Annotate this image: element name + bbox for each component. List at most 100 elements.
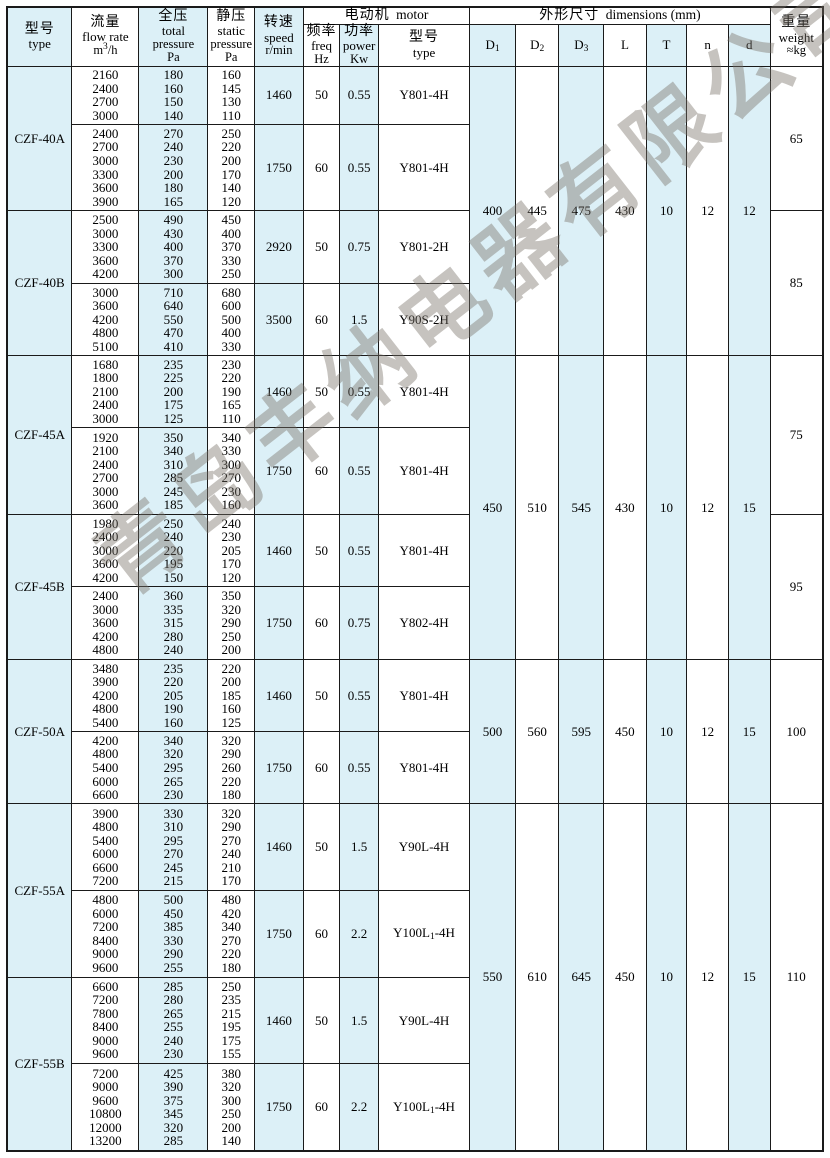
dimension-l: 430: [603, 355, 647, 660]
header-row-1: 型号 type 流量 flow rate m3/h 全压 total press…: [6, 6, 824, 67]
header-freq: 频率 freq Hz: [302, 23, 341, 67]
header-flow-rate-en: flow rate: [82, 29, 129, 45]
dimension-n: 12: [686, 658, 729, 805]
header-total-pressure-unit: Pa: [167, 49, 180, 64]
dimension-l: 430: [603, 65, 647, 357]
header-t: T: [645, 23, 688, 67]
dimension-d2: 560: [514, 658, 560, 805]
freq-value: 60: [302, 282, 341, 357]
power-value: 0.55: [339, 355, 379, 429]
header-weight-unit: ≈kg: [786, 43, 806, 58]
dimension-d1: 500: [469, 658, 516, 805]
spec-row: CZF-45A 1680 1800 2100 2400 3000 235 225 2…: [6, 355, 824, 660]
spec-row: CZF-55A 3900 4800 5400 6000 6600 7200 330 …: [6, 803, 824, 1152]
header-dimensions-group-cn: 外形尺寸: [539, 8, 600, 23]
model-name: CZF-40B: [6, 210, 73, 357]
spec-row: CZF-55B 6600 7200 7800 8400 9000 9600 285 …: [6, 976, 823, 1152]
speed-value: 1750: [254, 586, 304, 660]
flow-rate-values: 1920 2100 2400 2700 3000 3600: [71, 427, 140, 515]
weight-value: 65: [769, 65, 824, 212]
header-motor-type: 型号 type: [377, 23, 471, 67]
flow-rate-values: 7200 9000 9600 10800 12000 13200: [71, 1063, 140, 1152]
flow-rate-values: 2400 3000 3600 4200 4800: [71, 586, 140, 660]
header-static-pressure-unit: Pa: [224, 49, 238, 64]
power-value: 0.55: [339, 65, 379, 125]
motor-type-value: Y801-4H: [377, 731, 471, 805]
dimension-d1: 550: [469, 803, 516, 1152]
dimension-d3: 545: [558, 355, 605, 660]
header-d: d: [727, 23, 771, 67]
dimension-d2: 445: [514, 65, 560, 357]
flow-rate-values: 3900 4800 5400 6000 6600 7200: [71, 803, 140, 892]
dimension-d3: 645: [558, 803, 605, 1152]
header-static-pressure-en2: pressure: [210, 36, 253, 51]
speed-value: 1460: [254, 976, 304, 1065]
total-pressure-values: 490 430 400 370 300: [138, 210, 209, 284]
freq-value: 50: [302, 803, 341, 892]
total-pressure-values: 285 280 265 255 240 230: [138, 976, 209, 1065]
header-power-cn: 功率: [344, 23, 375, 39]
header-freq-unit: Hz: [314, 51, 329, 66]
weight-value: 95: [769, 514, 824, 660]
motor-type-value: Y801-4H: [377, 658, 471, 733]
freq-value: 50: [302, 513, 341, 588]
header-total-pressure-en2: pressure: [152, 36, 195, 51]
static-pressure-values: 450 400 370 330 250: [207, 210, 256, 284]
dimension-t: 10: [645, 355, 688, 660]
spec-row: 2400 2700 3000 3300 3600 3900 270 240 230…: [7, 123, 823, 212]
model-name: CZF-55B: [6, 976, 73, 1152]
flow-rate-values: 2400 2700 3000 3300 3600 3900: [71, 123, 140, 212]
freq-value: 60: [302, 890, 341, 978]
dimension-t: 10: [645, 658, 688, 805]
dimension-d2: 510: [514, 355, 560, 660]
static-pressure-values: 220 200 185 160 125: [207, 658, 256, 733]
speed-value: 1750: [254, 731, 304, 805]
header-d1: D1: [469, 23, 516, 67]
static-pressure-values: 340 330 300 270 230 160: [207, 427, 256, 515]
header-freq-en: freq: [311, 38, 333, 54]
speed-value: 1460: [254, 65, 304, 125]
model-name: CZF-55A: [6, 803, 73, 978]
header-total-pressure: 全压 total pressure Pa: [138, 6, 209, 67]
spec-row: CZF-50A 3480 3900 4200 4800 5400 235 220 2…: [6, 658, 824, 805]
weight-value: 100: [769, 658, 824, 805]
flow-rate-values: 2160 2400 2700 3000: [71, 65, 140, 125]
header-flow-rate-cn: 流量: [90, 14, 121, 30]
spec-row: 3000 3600 4200 4800 5100 710 640 550 470 …: [7, 282, 823, 357]
static-pressure-values: 250 235 215 195 175 155: [207, 976, 256, 1065]
total-pressure-values: 270 240 230 200 180 165: [138, 123, 209, 212]
flow-rate-values: 3480 3900 4200 4800 5400: [71, 658, 140, 733]
power-value: 0.75: [339, 210, 379, 284]
dimension-d: 15: [727, 355, 771, 660]
weight-value: 85: [769, 210, 824, 357]
total-pressure-values: 180 160 150 140: [138, 65, 209, 125]
freq-value: 60: [302, 123, 341, 212]
model-name: CZF-45A: [6, 355, 73, 515]
static-pressure-values: 480 420 340 270 220 180: [207, 890, 256, 978]
power-value: 0.55: [339, 513, 379, 588]
total-pressure-values: 350 340 310 285 245 185: [138, 427, 209, 515]
dimension-d: 15: [727, 803, 771, 1152]
static-pressure-values: 350 320 290 250 200: [207, 586, 256, 660]
total-pressure-values: 330 310 295 270 245 215: [138, 803, 209, 892]
total-pressure-values: 250 240 220 195 150: [138, 513, 209, 588]
dimension-n: 12: [686, 65, 729, 357]
header-motor-type-en: type: [412, 44, 436, 60]
weight-value: 110: [769, 803, 824, 1152]
spec-row: 1920 2100 2400 2700 3000 3600 350 340 310…: [7, 427, 823, 515]
motor-type-value: Y801-4H: [377, 355, 471, 429]
header-type-cn: 型号: [24, 21, 55, 37]
header-motor-group-en: motor: [396, 7, 429, 22]
total-pressure-values: 235 220 205 190 160: [138, 658, 209, 733]
motor-type-value: Y90S-2H: [377, 282, 471, 357]
power-value: 0.75: [339, 586, 379, 660]
static-pressure-values: 680 600 500 400 330: [207, 282, 256, 357]
static-pressure-values: 320 290 260 220 180: [207, 731, 256, 805]
static-pressure-values: 380 320 300 250 200 140: [207, 1063, 256, 1152]
static-pressure-values: 240 230 205 170 120: [207, 513, 256, 588]
power-value: 1.5: [339, 976, 379, 1065]
header-dimensions-group-en: dimensions (mm): [605, 7, 701, 22]
power-value: 0.55: [339, 658, 379, 733]
total-pressure-values: 425 390 375 345 320 285: [138, 1063, 209, 1152]
dimension-t: 10: [645, 65, 688, 357]
